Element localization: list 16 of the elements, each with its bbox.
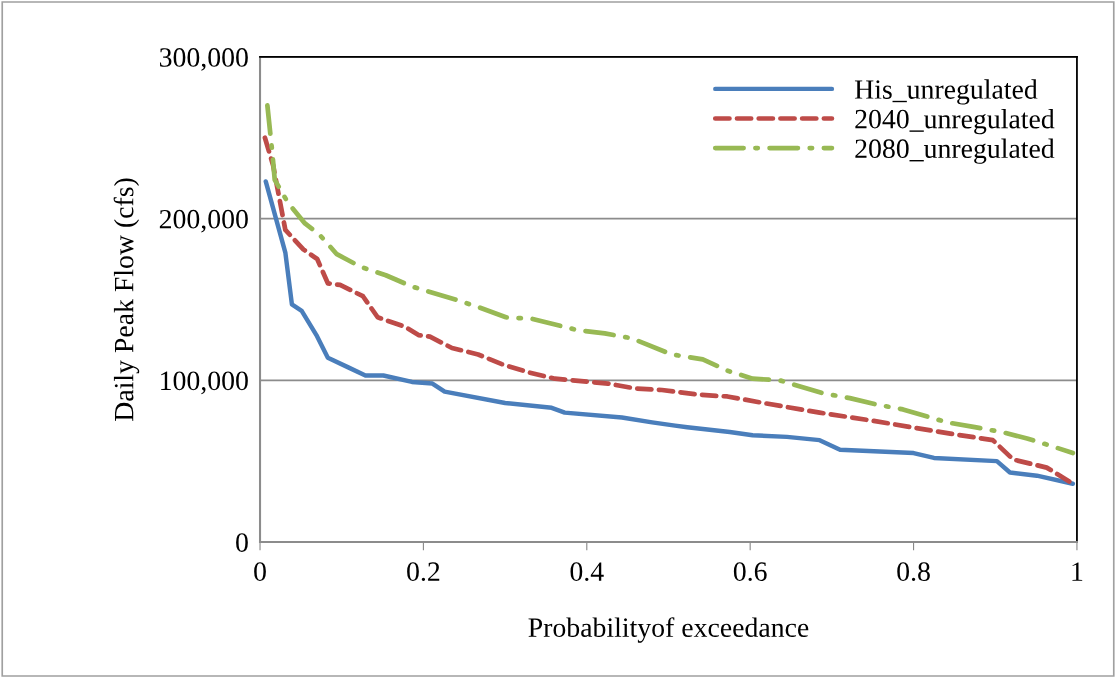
x-tick-label: 0 — [254, 562, 266, 581]
y-tick-label: 200,000 — [159, 209, 248, 233]
x-tick-label: 0.4 — [570, 562, 604, 582]
x-tick-label: 0.2 — [407, 562, 440, 582]
legend-label: His_unregulated — [854, 79, 1038, 105]
x-tick-label: 0.6 — [733, 562, 767, 582]
legend-label: 2040_unregulated — [855, 108, 1055, 135]
x-axis-title: Probabilityof exceedance — [528, 617, 809, 643]
y-axis-title: Daily Peak Flow (cfs) — [113, 178, 140, 421]
y-tick-label: 100,000 — [161, 371, 248, 395]
y-tick-label: 300,000 — [159, 48, 248, 71]
line-series — [265, 103, 1076, 456]
x-tick-label: 1 — [1072, 562, 1083, 581]
legend-label: 2080_unregulated — [855, 138, 1055, 164]
x-tick-label: 0.8 — [897, 562, 930, 582]
y-tick-label: 0 — [236, 533, 248, 552]
